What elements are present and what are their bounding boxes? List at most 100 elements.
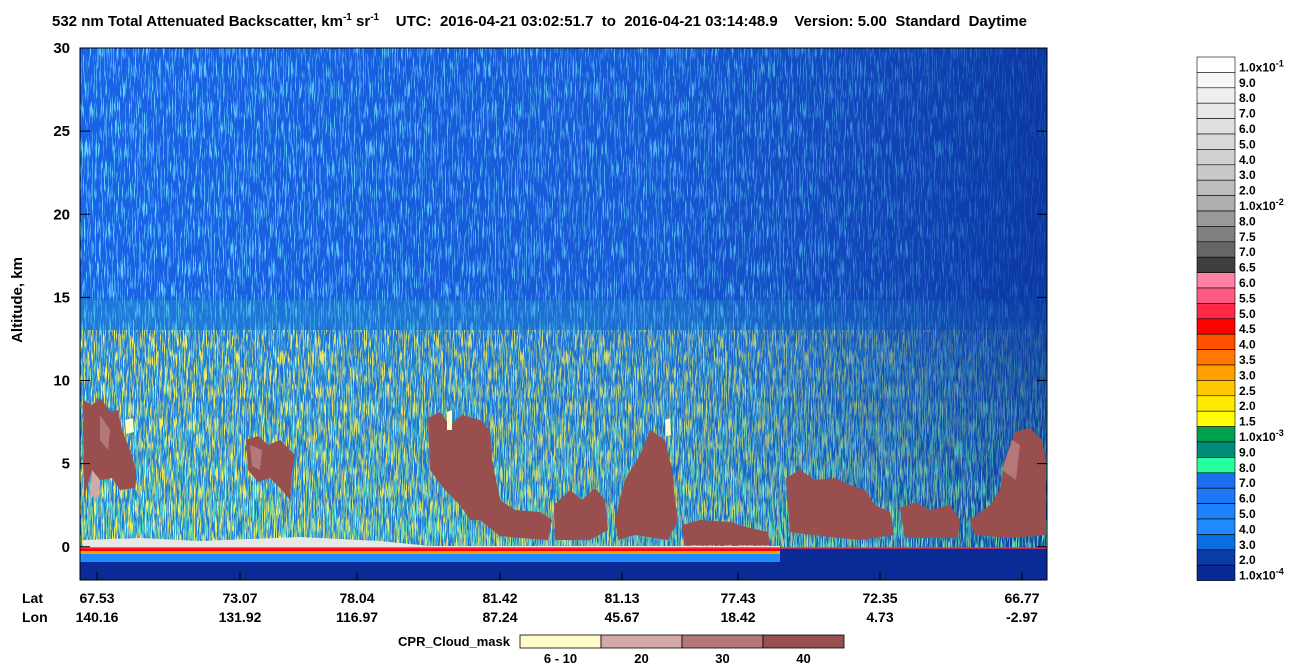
colorbar-label: 8.0	[1239, 91, 1256, 105]
colorbar-swatch	[1196, 179, 1236, 196]
legend-label: 20	[634, 651, 648, 666]
colorbar-swatch	[1196, 503, 1236, 520]
colorbar-swatch	[1196, 487, 1236, 504]
title-exp: -1	[342, 12, 352, 23]
colorbar-label: 5.0	[1239, 137, 1256, 151]
colorbar-swatch	[1196, 256, 1236, 273]
colorbar-label-exp: -2	[1276, 197, 1284, 207]
cloud	[125, 418, 134, 434]
colorbar-label-text: 9.0	[1239, 76, 1256, 90]
colorbar-label-text: 6.0	[1239, 276, 1256, 290]
version: Version: 5.00 Standard Daytime	[794, 13, 1027, 30]
colorbar-swatch	[1196, 457, 1236, 474]
cloud	[970, 428, 1046, 538]
colorbar-label-text: 6.0	[1239, 122, 1256, 136]
colorbar-label: 2.0	[1239, 399, 1256, 413]
colorbar-label: 1.0x10-3	[1239, 428, 1284, 444]
legend-label: 30	[715, 651, 729, 666]
colorbar-label-text: 8.0	[1239, 214, 1256, 228]
cloud	[90, 470, 100, 498]
cloud	[786, 470, 894, 540]
lon-label: -2.97	[1006, 609, 1038, 625]
lat-label: 72.35	[862, 590, 897, 606]
colorbar-label-text: 2.0	[1239, 184, 1256, 198]
lat-label: 67.53	[79, 590, 114, 606]
colorbar-label-text: 2.0	[1239, 553, 1256, 567]
row-label: Lon	[22, 609, 48, 625]
colorbar-swatch	[1196, 226, 1236, 243]
colorbar-swatch	[1196, 380, 1236, 397]
colorbar-swatch	[1196, 195, 1236, 212]
cpr-clouds	[83, 398, 1046, 545]
colorbar-swatch	[1196, 410, 1236, 427]
colorbar-swatch	[1196, 102, 1236, 119]
colorbar-label: 8.0	[1239, 461, 1256, 475]
legend-label: 6 - 10	[544, 651, 577, 666]
colorbar-label-text: 5.0	[1239, 307, 1256, 321]
lon-label: 87.24	[482, 609, 517, 625]
colorbar-label: 7.5	[1239, 230, 1256, 244]
colorbar-swatch	[1196, 303, 1236, 320]
colorbar-swatch	[1196, 241, 1236, 258]
cloud	[447, 410, 452, 430]
cloud	[682, 520, 770, 545]
colorbar-label: 2.0	[1239, 184, 1256, 198]
cloud	[554, 488, 608, 540]
colorbar-label: 4.0	[1239, 522, 1256, 536]
legend-swatch	[681, 634, 764, 649]
colorbar-label: 1.0x10-4	[1239, 567, 1284, 583]
lon-label: 45.67	[604, 609, 639, 625]
colorbar-label-text: 3.5	[1239, 353, 1256, 367]
time-range: UTC: 2016-04-21 03:02:51.7 to 2016-04-21…	[395, 13, 778, 30]
cloud	[900, 502, 960, 538]
colorbar-label-text: 7.0	[1239, 245, 1256, 259]
lon-label: 131.92	[219, 609, 262, 625]
colorbar-swatch	[1196, 56, 1236, 73]
colorbar-label: 6.5	[1239, 261, 1256, 275]
lat-label: 73.07	[222, 590, 257, 606]
colorbar-label-text: 3.0	[1239, 368, 1256, 382]
colorbar-label-text: 1.0x10	[1239, 430, 1276, 444]
colorbar-label-text: 5.0	[1239, 137, 1256, 151]
colorbar-label-text: 5.5	[1239, 291, 1256, 305]
colorbar-swatch	[1196, 210, 1236, 227]
colorbar-label: 3.0	[1239, 538, 1256, 552]
y-tick-label: 5	[62, 456, 70, 473]
colorbar-swatch	[1196, 318, 1236, 335]
colorbar-label: 6.0	[1239, 492, 1256, 506]
colorbar-label: 5.0	[1239, 507, 1256, 521]
colorbar-label: 6.0	[1239, 122, 1256, 136]
title-exp: -1	[370, 12, 380, 23]
plot-frame	[79, 47, 1048, 581]
colorbar-swatch	[1196, 518, 1236, 535]
colorbar-label-text: 6.0	[1239, 492, 1256, 506]
colorbar-swatch	[1196, 564, 1236, 581]
colorbar-swatch	[1196, 72, 1236, 89]
cloud	[250, 445, 262, 470]
legend-swatch	[519, 634, 602, 649]
colorbar-swatch	[1196, 87, 1236, 104]
legend-title: CPR_Cloud_mask	[398, 634, 511, 649]
colorbar-label-text: 2.5	[1239, 384, 1256, 398]
colorbar-label: 9.0	[1239, 445, 1256, 459]
colorbar-swatch	[1196, 149, 1236, 166]
lon-label: 4.73	[866, 609, 893, 625]
colorbar-label: 4.0	[1239, 338, 1256, 352]
title-main: 532 nm Total Attenuated Backscatter, km	[52, 13, 343, 30]
colorbar-label-text: 4.0	[1239, 153, 1256, 167]
colorbar-swatch	[1196, 333, 1236, 350]
colorbar-swatch	[1196, 133, 1236, 150]
colorbar-label-text: 7.0	[1239, 107, 1256, 121]
colorbar-label-text: 9.0	[1239, 445, 1256, 459]
colorbar-label: 3.0	[1239, 368, 1256, 382]
colorbar-label-text: 6.5	[1239, 261, 1256, 275]
colorbar-label-text: 4.5	[1239, 322, 1256, 336]
colorbar-label: 4.5	[1239, 322, 1256, 336]
colorbar-label: 9.0	[1239, 76, 1256, 90]
colorbar-label: 3.5	[1239, 353, 1256, 367]
colorbar-label-text: 1.0x10	[1239, 569, 1276, 583]
colorbar-label: 2.0	[1239, 553, 1256, 567]
colorbar-swatch	[1196, 441, 1236, 458]
